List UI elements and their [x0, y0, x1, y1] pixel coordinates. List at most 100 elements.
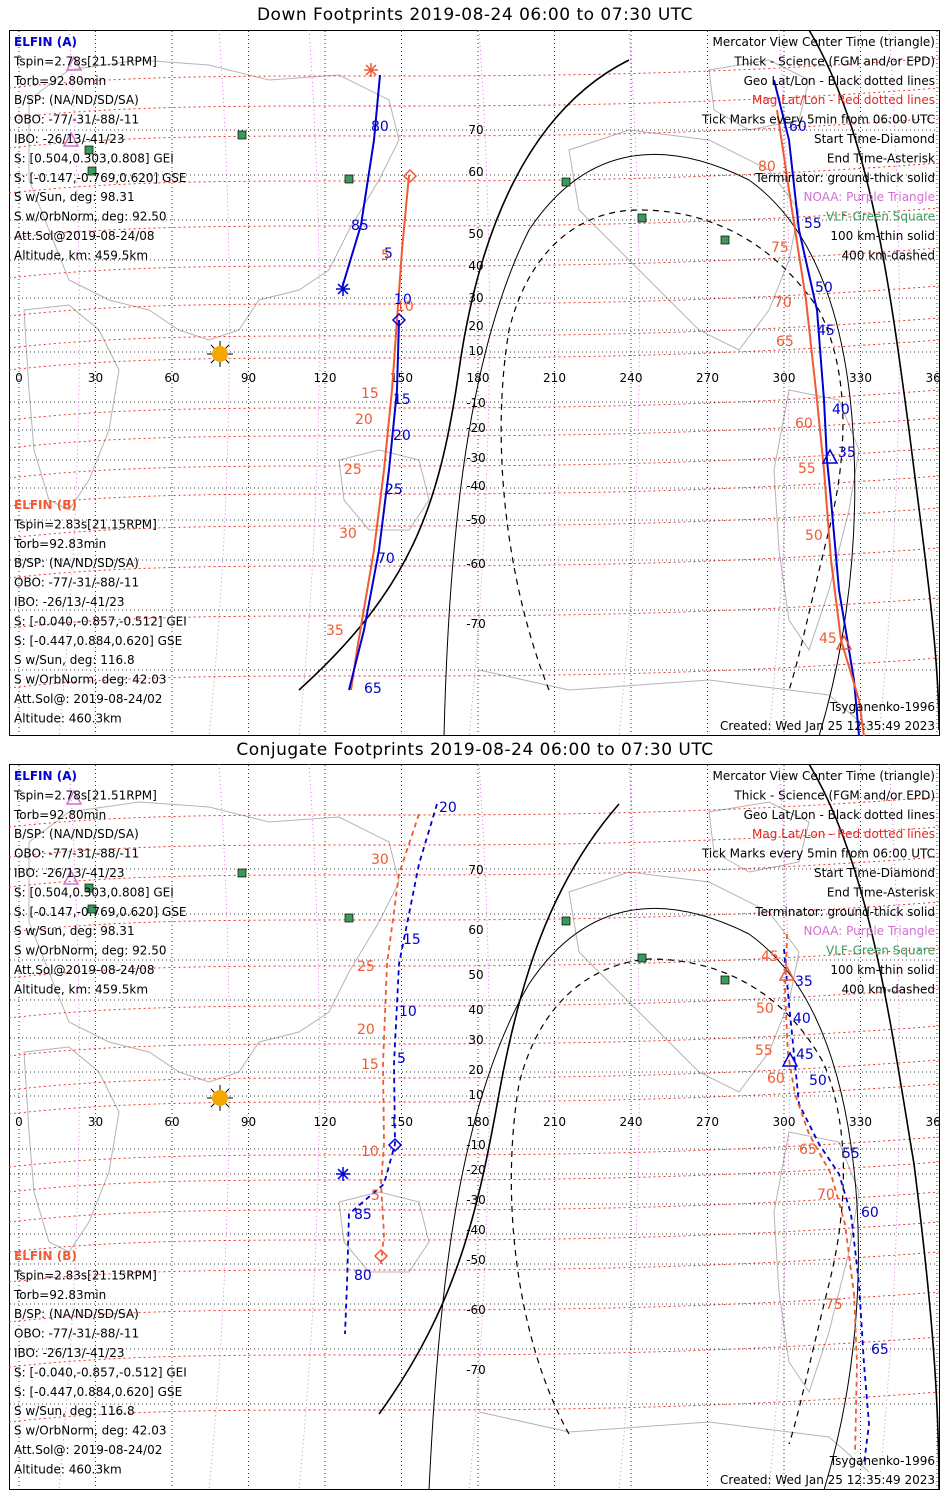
mag-parallel-curve [9, 317, 940, 349]
legend-line: 100 km-thin solid [830, 229, 935, 243]
track-a-time-label: 10 [394, 292, 412, 308]
mag-parallel-curve [9, 117, 940, 149]
lon-tick-label: 150 [390, 371, 413, 385]
mag-parallel-curve [9, 475, 940, 507]
legend-line: End Time-Asterisk [827, 885, 935, 899]
lon-tick-label: 180 [467, 1115, 490, 1129]
mag-parallel-curve [9, 987, 940, 1019]
mag-parallel-curve [9, 417, 940, 449]
mag-parallel-curve [9, 597, 940, 629]
north-america-outline [568, 129, 800, 351]
track-b-time-label: 15 [361, 1057, 379, 1073]
mag-parallel-curve [9, 547, 940, 579]
terminator-ground-line [378, 803, 620, 1415]
track-a-time-label: 70 [377, 551, 395, 567]
track-a-time-label: 85 [354, 1207, 372, 1223]
mag-parallel-curve [9, 162, 940, 194]
view-center-triangle [62, 869, 80, 885]
sat-a-info-line: S w/Sun, deg: 98.31 [14, 924, 135, 938]
track-b-time-label: 55 [798, 461, 816, 477]
vlf-station-marker [561, 916, 571, 926]
mag-meridian-curve [468, 30, 490, 736]
sat-b-info-line: S w/Sun, deg: 116.8 [14, 1404, 135, 1418]
sun-ray [225, 1103, 230, 1108]
vlf-station-marker [344, 913, 354, 923]
lon-tick-label: 30 [88, 371, 103, 385]
lat-tick-label: 30 [468, 1033, 483, 1047]
track-a-time-label: 45 [796, 1047, 814, 1063]
mag-parallel-curve [9, 447, 940, 479]
panel-title-conjugate: Conjugate Footprints 2019-08-24 06:00 to… [236, 740, 714, 760]
sat-b-info-line: Torb=92.83min [13, 537, 106, 551]
lon-tick-label: 30 [88, 1115, 103, 1129]
lat-tick-label: 20 [468, 319, 483, 333]
track-b-time-label: 25 [344, 462, 362, 478]
sun-ray [210, 359, 215, 364]
track-b-time-label: 70 [774, 295, 792, 311]
sat-b-info-line: Att.Sol@: 2019-08-24/02 [14, 692, 162, 706]
track-b-time-label: 35 [326, 623, 344, 639]
view-center-triangle [778, 965, 796, 981]
sat-a-info-line: Torb=92.80min [13, 808, 106, 822]
terminator-ground-line [808, 30, 940, 731]
sat-a-info-line: Torb=92.80min [13, 74, 106, 88]
track-b-time-label: 25 [357, 959, 375, 975]
sat-a-info-line: Altitude, km: 459.5km [14, 248, 148, 262]
sat-b-info-line: S: [-0.040,-0.857,-0.512] GEI [14, 614, 187, 628]
lon-tick-label: 300 [773, 371, 796, 385]
lat-tick-label: -50 [466, 1253, 486, 1267]
sat-a-info-line: S: [0.504,0.303,0.808] GEI [14, 885, 174, 899]
legend-line: Terminator: ground-thick solid [754, 171, 935, 185]
mag-parallel-curve [9, 207, 940, 239]
lat-tick-label: 10 [468, 344, 483, 358]
track-b-time-label: 75 [825, 1297, 843, 1313]
eurasia-outline [28, 59, 400, 341]
track-a-time-label: 5 [397, 1051, 406, 1067]
view-center-triangle [65, 55, 83, 71]
lat-tick-label: -10 [466, 1138, 486, 1152]
track-a-line [348, 319, 400, 691]
vlf-station-marker [84, 883, 94, 893]
sun-ray [210, 344, 215, 349]
mag-meridian-curve [768, 30, 790, 736]
sun-ray [210, 1103, 215, 1108]
sat-a-info-line: OBO: -77/-31/-88/-11 [14, 847, 139, 861]
sat-b-info-line: Torb=92.83min [13, 1288, 106, 1302]
lat-tick-label: 10 [468, 1088, 483, 1102]
track-a-time-label: 25 [385, 482, 403, 498]
track-b-line [784, 933, 858, 1455]
vlf-station-marker [87, 166, 97, 176]
legend-line: Thick - Science (FGM and/or EPD) [733, 788, 935, 802]
mag-meridian-curve [208, 30, 230, 736]
greenland-outline [708, 801, 810, 873]
track-b-time-label: 60 [795, 416, 813, 432]
lat-tick-label: -40 [466, 1223, 486, 1237]
legend-line: Start Time-Diamond [814, 866, 935, 880]
legend-line: VLF-Green Square [826, 210, 935, 224]
sat-a-title: ELFIN (A) [14, 769, 77, 783]
sat-b-info-line: S: [-0.040,-0.857,-0.512] GEI [14, 1365, 187, 1379]
mag-parallel-curve [9, 1191, 940, 1223]
sat-b-info-line: B/SP: (NA/ND/SD/SA) [14, 1307, 139, 1321]
sun-icon [212, 1090, 228, 1106]
legend-line: Mercator View Center Time (triangle) [713, 769, 935, 783]
panel-title-down: Down Footprints 2019-08-24 06:00 to 07:3… [256, 5, 694, 25]
terminator-100km-line [443, 153, 856, 736]
lon-tick-label: 180 [467, 371, 490, 385]
model-credit: Tsyganenko-1996 [829, 1454, 935, 1468]
north-america-outline [568, 871, 800, 1093]
end-time-asterisk [337, 283, 349, 295]
track-b-time-label: 15 [361, 386, 379, 402]
track-b-time-label: 10 [361, 1144, 379, 1160]
terminator-100km-line [428, 907, 859, 1490]
sat-a-info-line: Tspin=2.78s[21.51RPM] [13, 788, 157, 802]
lon-tick-label: 0 [15, 371, 23, 385]
lat-tick-label: -70 [466, 1363, 486, 1377]
terminator-ground-line [298, 59, 630, 691]
mag-parallel-curve [9, 57, 940, 89]
sat-a-info-line: Altitude, km: 459.5km [14, 982, 148, 996]
lat-tick-label: -60 [466, 557, 486, 571]
sun-ray [225, 359, 230, 364]
vlf-station-marker [561, 177, 571, 187]
track-a-time-label: 40 [832, 402, 850, 418]
